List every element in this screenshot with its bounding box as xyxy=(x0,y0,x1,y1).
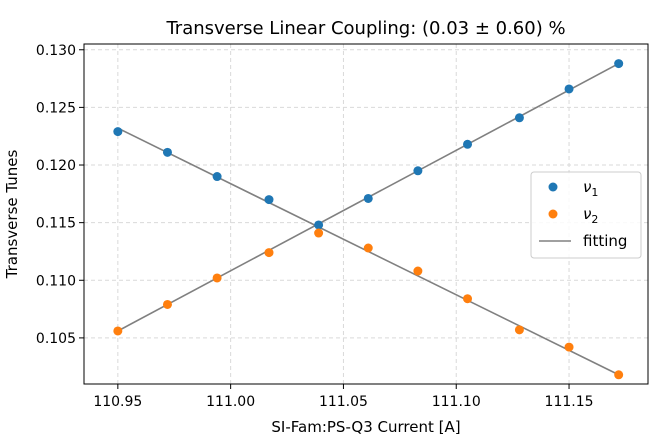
data-point-series-1 xyxy=(413,166,423,176)
legend-marker-series-2 xyxy=(548,209,558,219)
data-point-series-2 xyxy=(614,370,624,380)
data-point-series-1 xyxy=(564,84,574,94)
y-tick-label: 0.130 xyxy=(36,43,76,59)
x-tick-label: 111.15 xyxy=(545,394,594,410)
legend: ν1 ν2 fitting xyxy=(530,171,642,259)
y-tick-label: 0.115 xyxy=(36,216,76,232)
legend-marker-series-1 xyxy=(548,182,558,192)
legend-label-series-1: ν1 xyxy=(583,178,598,199)
legend-label-fitting: fitting xyxy=(583,232,627,250)
data-point-series-2 xyxy=(113,326,123,336)
x-tick-label: 111.10 xyxy=(432,394,481,410)
plot-frame xyxy=(83,43,649,385)
data-point-series-2 xyxy=(264,248,274,258)
data-points xyxy=(113,59,624,380)
data-point-series-1 xyxy=(614,59,624,69)
data-point-series-2 xyxy=(314,228,324,238)
data-point-series-1 xyxy=(463,139,473,149)
y-tick-label: 0.110 xyxy=(36,273,76,289)
data-point-series-2 xyxy=(212,273,222,283)
grid xyxy=(84,44,648,384)
legend-label-series-2: ν2 xyxy=(583,205,598,226)
data-point-series-2 xyxy=(514,325,524,335)
data-point-series-2 xyxy=(162,299,172,309)
data-point-series-2 xyxy=(564,342,574,352)
data-point-series-1 xyxy=(264,195,274,205)
y-tick-label: 0.125 xyxy=(36,100,76,116)
data-point-series-1 xyxy=(162,147,172,157)
data-point-series-1 xyxy=(212,172,222,182)
data-point-series-1 xyxy=(314,220,324,230)
chart-title: Transverse Linear Coupling: (0.03 ± 0.60… xyxy=(165,18,565,39)
legend-box xyxy=(530,171,642,259)
y-tick-label: 0.105 xyxy=(36,331,76,347)
data-point-series-2 xyxy=(463,294,473,304)
data-point-series-1 xyxy=(113,127,123,137)
x-axis-label: SI-Fam:PS-Q3 Current [A] xyxy=(271,418,460,436)
x-tick-label: 111.00 xyxy=(206,394,255,410)
x-tick-label: 110.95 xyxy=(93,394,142,410)
x-tick-label: 111.05 xyxy=(319,394,368,410)
y-axis-label: Transverse Tunes xyxy=(3,149,21,279)
data-point-series-2 xyxy=(413,266,423,276)
data-point-series-1 xyxy=(363,193,373,203)
data-point-series-1 xyxy=(514,113,524,123)
data-point-series-2 xyxy=(363,243,373,253)
y-tick-label: 0.120 xyxy=(36,158,76,174)
axis-ticks: 110.95 111.00 111.05 111.10 111.15 0.105 0.110… xyxy=(36,43,594,410)
